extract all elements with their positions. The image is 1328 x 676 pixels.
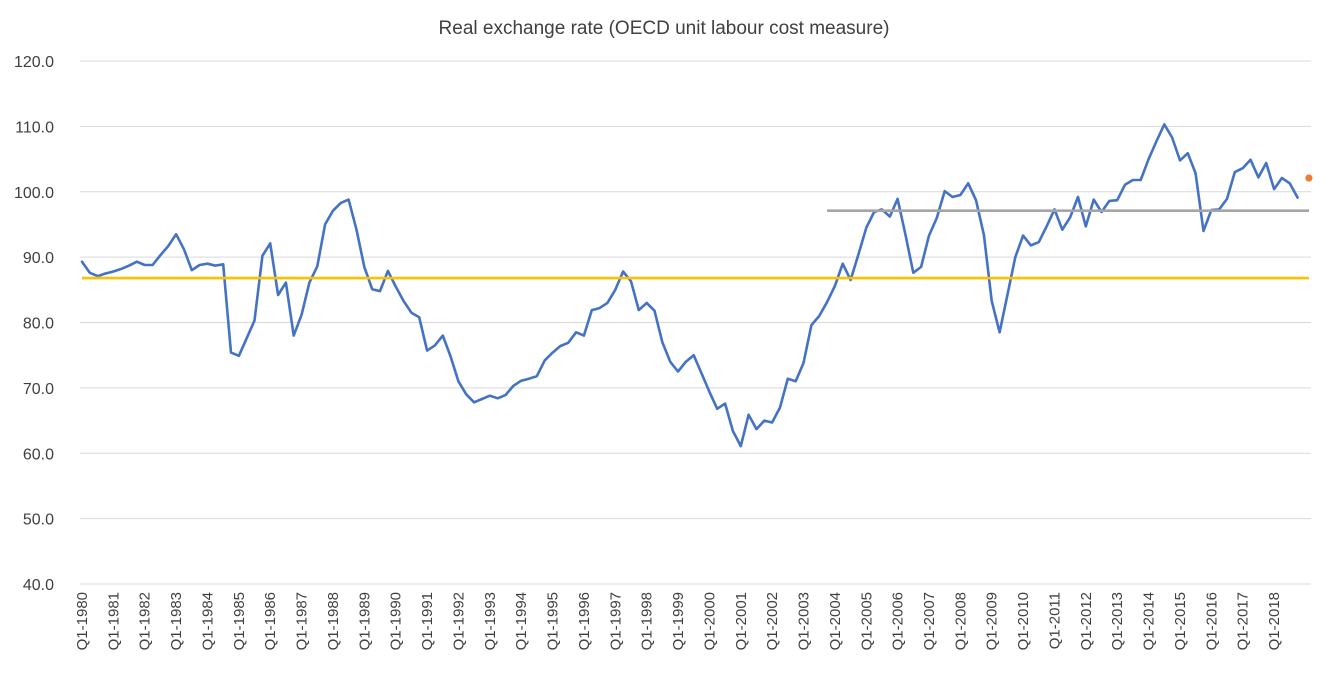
x-tick-label: Q1-2008 [952,592,969,650]
x-tick-label: Q1-2018 [1266,592,1283,650]
x-tick-label: Q1-1982 [137,592,154,650]
x-tick-label: Q1-1989 [356,592,373,650]
x-tick-label: Q1-2013 [1109,592,1126,650]
x-tick-label: Q1-2003 [796,592,813,650]
y-tick-label: 120.0 [14,54,54,71]
y-tick-label: 60.0 [23,446,54,463]
x-tick-label: Q1-1998 [639,592,656,650]
y-tick-label: 50.0 [23,512,54,529]
x-tick-label: Q1-1986 [262,592,279,650]
y-tick-label: 90.0 [23,250,54,267]
x-tick-label: Q1-1996 [576,592,593,650]
x-tick-label: Q1-2015 [1172,592,1189,650]
x-tick-label: Q1-2017 [1235,592,1252,650]
series-line-real-exchange-rate [80,123,1299,448]
y-tick-label: 70.0 [23,381,54,398]
x-tick-label: Q1-2001 [733,592,750,650]
x-tick-label: Q1-1983 [168,592,185,650]
latest-point-marker [1305,174,1313,182]
x-tick-label: Q1-2009 [984,592,1001,650]
x-tick-label: Q1-1991 [419,592,436,650]
x-tick-label: Q1-2002 [764,592,781,650]
y-tick-label: 80.0 [23,316,54,333]
chart-title: Real exchange rate (OECD unit labour cos… [439,18,890,39]
x-tick-label: Q1-2010 [1015,592,1032,650]
y-tick-label: 40.0 [23,577,54,594]
x-tick-label: Q1-1990 [388,592,405,650]
x-tick-label: Q1-1994 [513,592,530,650]
x-tick-label: Q1-2000 [701,592,718,650]
y-axis: 40.0 50.0 60.0 70.0 80.0 90.0 100.0 110.0 120.0 [14,54,54,594]
x-tick-label: Q1-1987 [294,592,311,650]
x-tick-label: Q1-1980 [74,592,91,650]
x-tick-label: Q1-1999 [670,592,687,650]
x-tick-label: Q1-1985 [231,592,248,650]
series-layer [80,123,1313,448]
x-tick-label: Q1-2014 [1141,592,1158,650]
x-tick-label: Q1-1995 [545,592,562,650]
x-tick-label: Q1-2004 [827,592,844,650]
x-tick-label: Q1-2007 [921,592,938,650]
x-tick-label: Q1-2005 [858,592,875,650]
gridlines [80,60,1311,585]
y-tick-label: 100.0 [14,185,54,202]
x-tick-label: Q1-1992 [450,592,467,650]
x-tick-label: Q1-1984 [199,592,216,650]
y-tick-label: 110.0 [15,119,54,136]
x-tick-label: Q1-1997 [607,592,624,650]
x-axis: Q1-1980 Q1-1981 Q1-1982 Q1-1983 Q1-1984 Q1-19… [74,592,1283,650]
x-tick-label: Q1-2016 [1203,592,1220,650]
x-tick-label: Q1-1988 [325,592,342,650]
x-tick-label: Q1-1993 [482,592,499,650]
x-tick-label: Q1-2012 [1078,592,1095,650]
x-tick-label: Q1-2011 [1046,592,1063,649]
x-tick-label: Q1-1981 [105,592,122,650]
x-tick-label: Q1-2006 [890,592,907,650]
